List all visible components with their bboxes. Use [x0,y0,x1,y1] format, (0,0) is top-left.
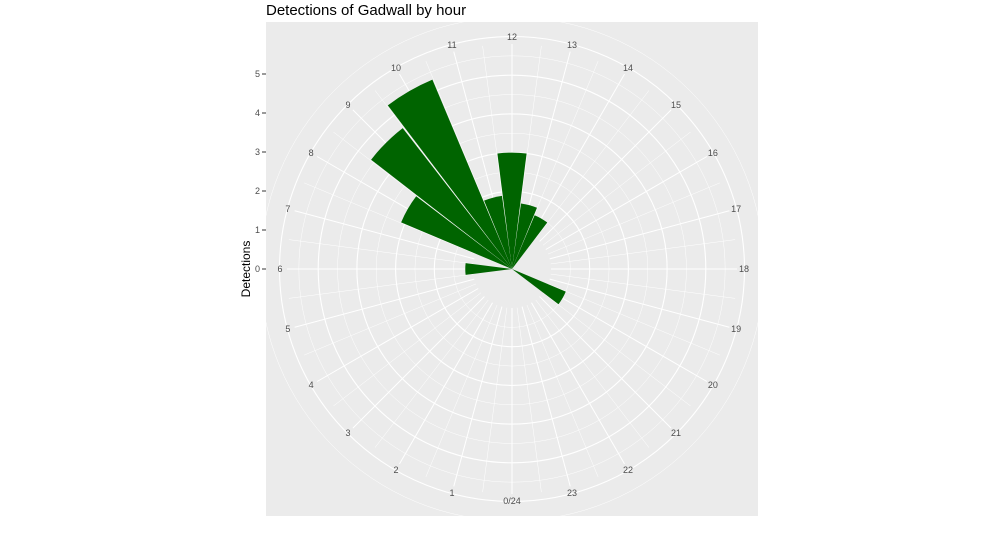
grid-spoke-minor [516,45,542,231]
hour-label-15: 15 [671,100,681,110]
grid-spoke-minor [535,299,650,448]
y-tick-label-3: 3 [255,147,260,157]
grid-spoke [545,288,708,382]
grid-spoke-minor [425,61,498,234]
grid-spoke-minor [516,307,542,493]
bar-hour-10 [387,79,512,269]
grid-spoke-minor [547,283,720,356]
grid-spoke-minor [550,273,736,299]
grid-spoke [531,302,625,465]
chart-title: Detections of Gadwall by hour [266,2,467,19]
grid-spoke [294,210,475,260]
hour-label-23: 23 [567,488,577,498]
grid-spoke [352,296,485,429]
hour-label-8: 8 [309,148,314,158]
labels-layer: 0/24123456789101112131415161718192021222… [255,32,749,506]
grid-spoke [549,278,730,328]
grid-spoke [549,210,730,260]
grid-spoke [521,306,571,487]
hour-label-2: 2 [393,465,398,475]
bar-hour-20 [512,269,566,305]
bar-hour-6 [465,263,512,275]
grid-spoke-minor [333,131,482,246]
grid-spoke [545,156,708,250]
hour-label-1: 1 [449,488,454,498]
grid-spoke [531,73,625,236]
hour-label-10: 10 [391,63,401,73]
grid-spoke [294,278,475,328]
grid-spoke [539,109,672,242]
hour-label-20: 20 [708,380,718,390]
grid-spoke-minor [482,307,508,493]
bar-hour-12 [497,152,527,269]
bar-hour-11 [484,195,512,269]
grid-spoke-minor [374,299,489,448]
hour-label-13: 13 [567,40,577,50]
grid-spoke-minor [526,61,599,234]
y-tick-label-1: 1 [255,225,260,235]
y-tick-label-2: 2 [255,186,260,196]
hour-label-16: 16 [708,148,718,158]
hour-label-17: 17 [731,204,741,214]
grid-spoke-minor [288,239,474,265]
grid-spoke-minor [542,131,691,246]
bar-hour-8 [401,196,512,269]
hour-label-12: 12 [507,32,517,42]
grid-spoke-minor [374,90,489,239]
grid-spoke-minor [482,45,508,231]
grid-spoke-minor [542,292,691,407]
hour-label-21: 21 [671,428,681,438]
grid-spoke [521,51,571,232]
bar-hour-14 [512,215,548,269]
hour-label-7: 7 [285,204,290,214]
grid-ring [278,35,746,503]
grid-spoke-minor [304,182,477,255]
hour-label-19: 19 [731,324,741,334]
y-tick-label-5: 5 [255,69,260,79]
bar-hour-13 [512,203,537,269]
grid-spoke-minor [535,90,650,239]
grid-spoke-minor [425,304,498,477]
grid-spoke-minor [526,304,599,477]
hour-label-22: 22 [623,465,633,475]
grid-spoke-minor [288,273,474,299]
hour-label-18: 18 [739,264,749,274]
hour-label-3: 3 [345,428,350,438]
hour-label-6: 6 [277,264,282,274]
grid-spoke [539,296,672,429]
grid-spoke [453,306,503,487]
grid-ring [259,16,765,522]
grid-spoke [399,302,493,465]
hour-label-5: 5 [285,324,290,334]
grid-spoke-minor [550,239,736,265]
y-tick-label-4: 4 [255,108,260,118]
bar-hour-9 [371,128,512,269]
hour-label-4: 4 [309,380,314,390]
grid-spoke-minor [547,182,720,255]
hour-label-14: 14 [623,63,633,73]
grid-spoke-minor [304,283,477,356]
grid-spoke-minor [333,292,482,407]
y-tick-label-0: 0 [255,264,260,274]
grid-spoke [316,288,479,382]
bars-layer [371,79,566,305]
hour-label-11: 11 [447,40,456,50]
hour-label-9: 9 [345,100,350,110]
hour-label-0/24: 0/24 [503,496,521,506]
y-axis-title: Detections [239,241,253,298]
